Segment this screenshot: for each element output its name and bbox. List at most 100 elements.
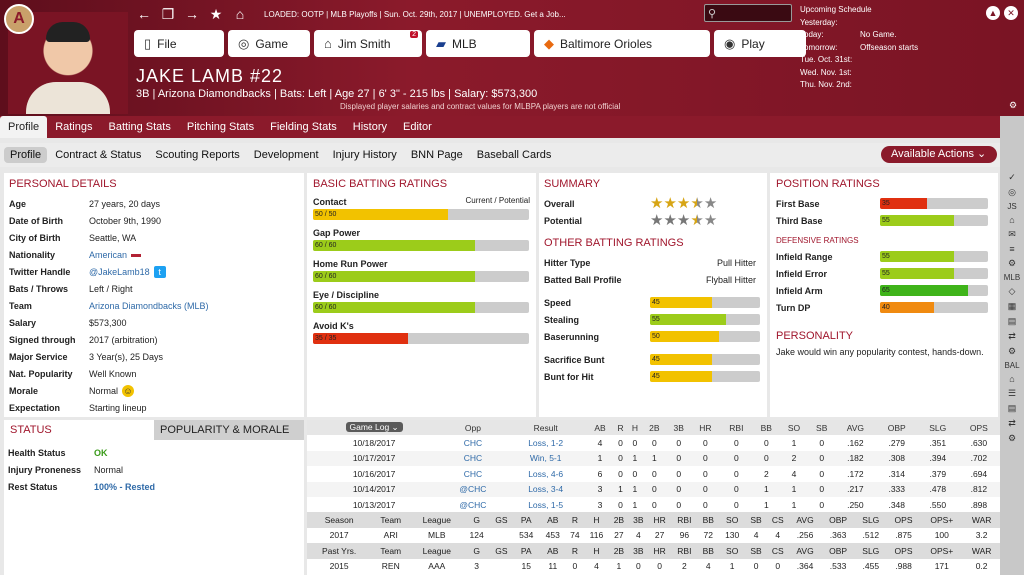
tab-ratings[interactable]: Ratings (55, 121, 93, 133)
status-panel: STATUS POPULARITY & MORALE Health Status… (4, 420, 304, 575)
column-header[interactable]: SLG (929, 422, 947, 433)
table-cell[interactable]: Loss, 1-5 (528, 499, 564, 510)
back-arrow-icon[interactable]: ← (137, 6, 151, 22)
table-cell[interactable]: @CHC (459, 499, 487, 510)
tab-fielding-stats[interactable]: Fielding Stats (270, 121, 337, 133)
table-cell[interactable]: Win, 5-1 (529, 453, 562, 464)
gear-icon-2[interactable]: ⚙ (1007, 346, 1017, 356)
transfer-icon[interactable]: ⇄ (1008, 331, 1016, 341)
table-cell: .351 (929, 438, 947, 449)
other-label: Stealing (544, 314, 580, 325)
personal-value[interactable]: American (89, 249, 128, 260)
table-cell[interactable]: Loss, 4-6 (528, 468, 564, 479)
tab-pitching-stats[interactable]: Pitching Stats (186, 121, 255, 133)
tab-batting-stats[interactable]: Batting Stats (108, 121, 171, 133)
season-header-cell: AB (547, 515, 559, 526)
column-header[interactable]: RBI (729, 422, 744, 433)
team-logo[interactable]: A (4, 4, 34, 34)
season-cell: 11 (548, 561, 558, 572)
play-button[interactable]: ◉ Play (714, 30, 806, 57)
column-header[interactable]: OPS (969, 422, 988, 433)
available-actions-button[interactable]: Available Actions ⌄ (881, 146, 997, 163)
table-cell: 0 (734, 484, 739, 495)
team-button[interactable]: ◆ Baltimore Orioles (534, 30, 710, 57)
team-home-icon[interactable]: ⌂ (1009, 374, 1015, 384)
season-cell: 4 (636, 530, 641, 541)
season-cell: 116 (589, 530, 604, 541)
column-header[interactable]: H (631, 422, 638, 433)
column-header[interactable]: 2B (649, 422, 660, 433)
copy-icon[interactable]: ❐ (161, 6, 175, 22)
tab-popularity-morale[interactable]: POPULARITY & MORALE (154, 420, 304, 440)
table-cell: 0 (618, 453, 623, 464)
twitter-icon[interactable]: t (153, 265, 166, 278)
manager-button[interactable]: ⌂ Jim Smith 2 (314, 30, 422, 57)
season-cell: 2017 (329, 530, 349, 541)
roster-icon[interactable]: ☰ (1007, 388, 1017, 398)
column-header[interactable]: Opp (464, 422, 481, 433)
mail-icon[interactable]: ✉ (1008, 229, 1016, 239)
chevron-up-icon[interactable]: ▲ (986, 6, 1000, 20)
table-cell[interactable]: Loss, 3-4 (528, 484, 564, 495)
file-button[interactable]: ▯ File (134, 30, 224, 57)
table-cell[interactable]: CHC (463, 453, 483, 464)
game-log-selector[interactable]: Game Log ⌄ (307, 420, 441, 435)
column-header[interactable]: Result (533, 422, 558, 433)
game-log-dropdown[interactable]: Game Log ⌄ (345, 422, 403, 433)
column-header[interactable]: 3B (673, 422, 684, 433)
subtab-bnn-page[interactable]: BNN Page (410, 149, 463, 161)
calendar-icon[interactable]: ▦ (1007, 301, 1017, 311)
home-icon[interactable]: ⌂ (235, 6, 245, 22)
search-input[interactable]: ⚲ (704, 4, 792, 22)
subtab-development[interactable]: Development (253, 149, 319, 161)
column-header[interactable]: HR (699, 422, 712, 433)
season-row: 2015 REN AAA 3 15 11 0 4 1 0 0 2 4 1 0 0 .364 .533 .455 .98… (307, 559, 1000, 574)
personal-value[interactable]: Arizona Diamondbacks (MLB) (89, 300, 209, 311)
chart-icon-2[interactable]: ▤ (1007, 403, 1017, 413)
tab-history[interactable]: History (352, 121, 388, 133)
check-icon[interactable]: ✓ (1008, 172, 1016, 182)
table-cell[interactable]: Loss, 1-2 (528, 438, 564, 449)
column-header[interactable]: OBP (887, 422, 906, 433)
close-icon[interactable]: ✕ (1004, 6, 1018, 20)
other-bar-value: 50 (652, 333, 660, 340)
position-bar: 55 (880, 215, 988, 226)
tab-status[interactable]: STATUS (10, 424, 52, 436)
tab-editor[interactable]: Editor (403, 121, 432, 133)
tab-profile[interactable]: Profile (0, 116, 48, 138)
settings-icon[interactable]: ⚙ (1008, 100, 1018, 110)
globe-icon[interactable]: ◎ (1008, 187, 1016, 197)
defense-bar-value: 55 (882, 270, 890, 277)
personal-value[interactable]: @JakeLamb18 (89, 266, 150, 277)
column-header[interactable]: AB (594, 422, 606, 433)
column-header[interactable]: SB (816, 422, 828, 433)
table-cell[interactable]: CHC (463, 468, 483, 479)
table-cell[interactable]: @CHC (459, 484, 487, 495)
star-icon[interactable]: ★ (209, 6, 223, 22)
season-table: Season Team League G GS PA AB R H 2B 3B HR RBI BB SO SB… (307, 512, 1000, 574)
forward-arrow-icon[interactable]: → (185, 6, 199, 22)
column-header[interactable]: SO (787, 422, 801, 433)
gear-icon[interactable]: ⚙ (1007, 258, 1017, 268)
subtab-contract-status[interactable]: Contract & Status (55, 149, 142, 161)
season-header-cell: SO (726, 545, 739, 556)
home-icon[interactable]: ⌂ (1009, 215, 1015, 225)
table-cell: .308 (888, 453, 906, 464)
subtab-baseball-cards[interactable]: Baseball Cards (476, 149, 552, 161)
diamond-icon[interactable]: ◇ (1008, 286, 1016, 296)
subtab-profile[interactable]: Profile (4, 147, 48, 163)
column-header[interactable]: AVG (846, 422, 865, 433)
table-cell: 0 (734, 468, 739, 479)
globe-icon: ◎ (238, 35, 250, 51)
transfer-icon-2[interactable]: ⇄ (1008, 418, 1016, 428)
subtab-scouting-reports[interactable]: Scouting Reports (155, 149, 240, 161)
column-header[interactable]: R (617, 422, 624, 433)
gear-icon-3[interactable]: ⚙ (1007, 433, 1017, 443)
subtab-injury-history[interactable]: Injury History (332, 149, 397, 161)
list-icon[interactable]: ≡ (1009, 244, 1015, 254)
league-button[interactable]: ▰ MLB (426, 30, 530, 57)
column-header[interactable]: BB (760, 422, 772, 433)
table-cell[interactable]: CHC (463, 438, 483, 449)
chart-icon[interactable]: ▤ (1007, 316, 1017, 326)
game-button[interactable]: ◎ Game (228, 30, 310, 57)
